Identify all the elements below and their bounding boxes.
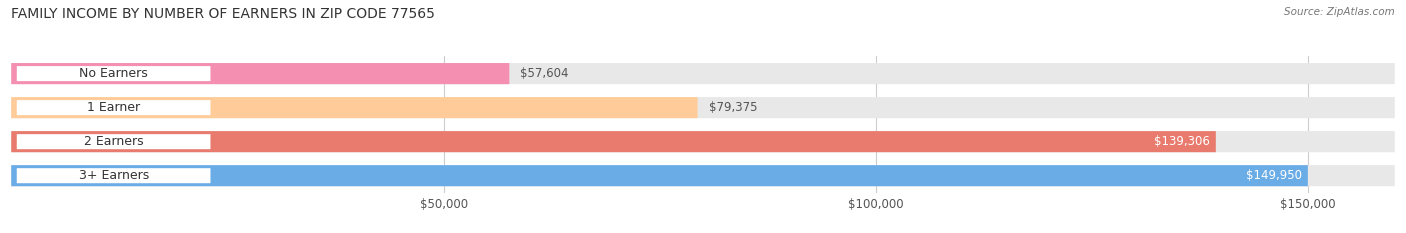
FancyBboxPatch shape <box>11 97 697 118</box>
Text: $149,950: $149,950 <box>1246 169 1302 182</box>
FancyBboxPatch shape <box>11 131 1395 152</box>
FancyBboxPatch shape <box>17 134 211 149</box>
FancyBboxPatch shape <box>11 63 1395 84</box>
Text: $139,306: $139,306 <box>1154 135 1211 148</box>
FancyBboxPatch shape <box>11 131 1216 152</box>
FancyBboxPatch shape <box>11 63 509 84</box>
FancyBboxPatch shape <box>11 165 1395 186</box>
Text: $79,375: $79,375 <box>709 101 758 114</box>
FancyBboxPatch shape <box>17 66 211 81</box>
Text: 3+ Earners: 3+ Earners <box>79 169 149 182</box>
Text: No Earners: No Earners <box>79 67 148 80</box>
FancyBboxPatch shape <box>17 168 211 183</box>
Text: 2 Earners: 2 Earners <box>84 135 143 148</box>
FancyBboxPatch shape <box>11 97 1395 118</box>
FancyBboxPatch shape <box>11 165 1308 186</box>
FancyBboxPatch shape <box>17 100 211 115</box>
Text: FAMILY INCOME BY NUMBER OF EARNERS IN ZIP CODE 77565: FAMILY INCOME BY NUMBER OF EARNERS IN ZI… <box>11 7 434 21</box>
Text: 1 Earner: 1 Earner <box>87 101 141 114</box>
Text: Source: ZipAtlas.com: Source: ZipAtlas.com <box>1284 7 1395 17</box>
Text: $57,604: $57,604 <box>520 67 569 80</box>
